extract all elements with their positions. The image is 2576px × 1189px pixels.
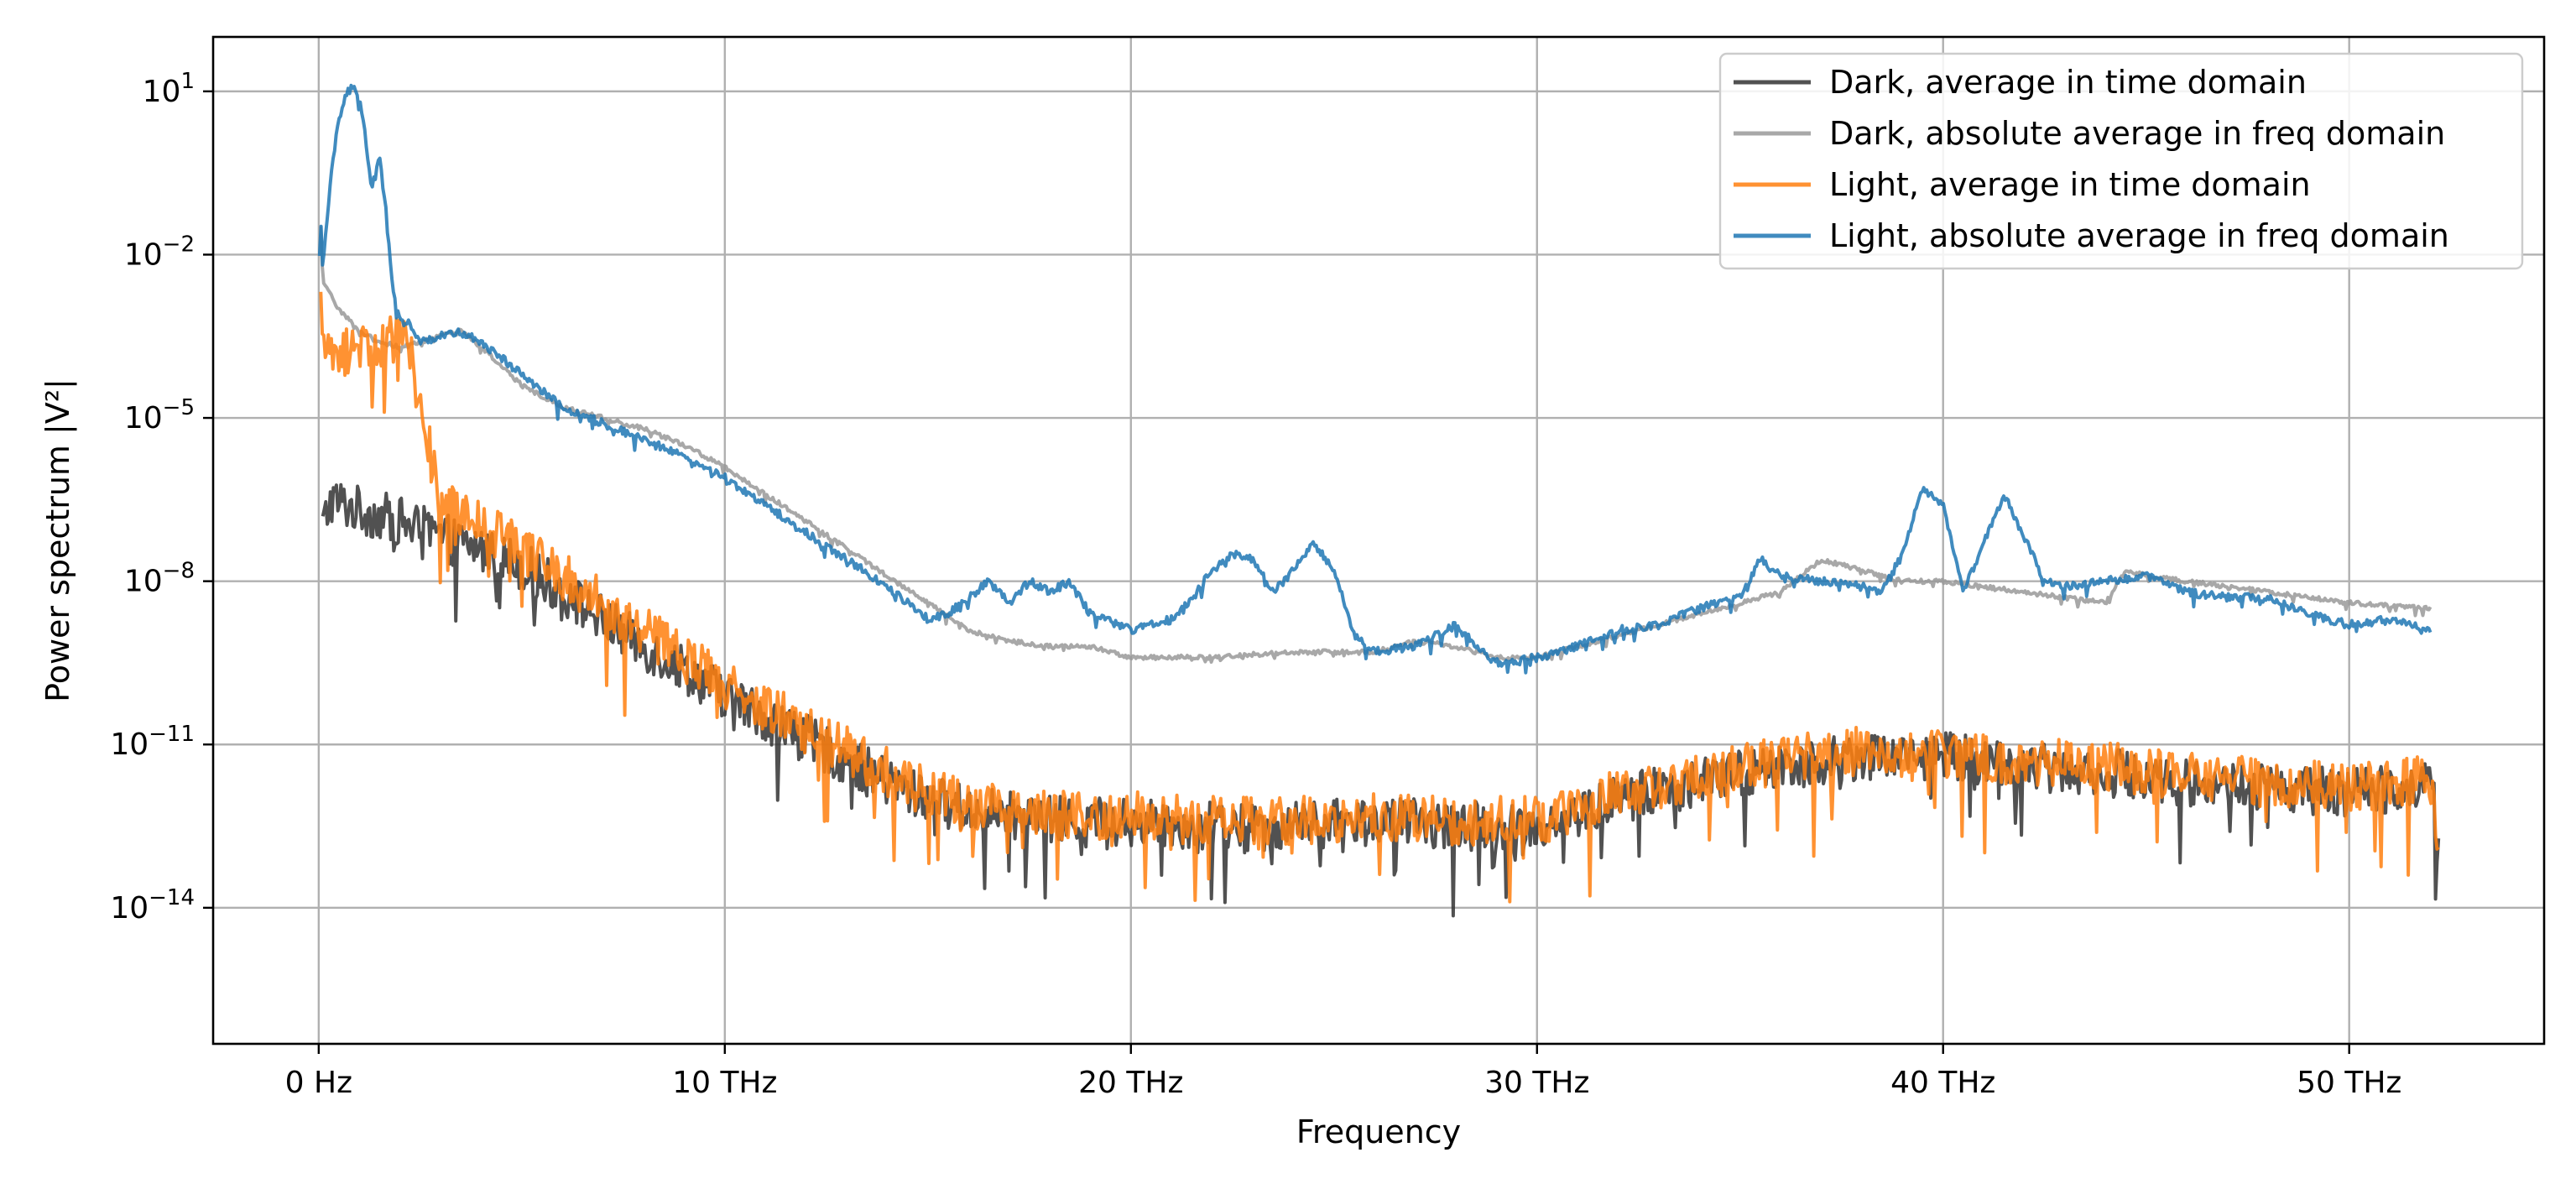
y-tick-base: 10 xyxy=(124,401,163,435)
series-line xyxy=(317,83,2433,675)
x-axis-label: Frequency xyxy=(1296,1113,1461,1150)
y-tick-base: 10 xyxy=(110,891,149,926)
legend-label: Dark, absolute average in freq domain xyxy=(1829,115,2445,152)
x-tick-label: 50 THz xyxy=(2297,1066,2401,1100)
y-tick-exponent: −8 xyxy=(163,559,195,584)
y-tick-label: 101 xyxy=(143,69,195,109)
y-tick-exponent: −2 xyxy=(163,232,195,257)
y-tick-base: 10 xyxy=(110,727,149,762)
x-tick-label: 30 THz xyxy=(1484,1066,1589,1100)
x-tick-label: 20 THz xyxy=(1078,1066,1183,1100)
y-axis-label: Power spectrum |V²| xyxy=(39,378,77,702)
tick-layer: 0 Hz 10 THz 20 THz 30 THz 40 THz 50 THz10110−… xyxy=(110,69,2401,1100)
y-tick-label: 10−2 xyxy=(124,232,195,272)
legend-label: Light, absolute average in freq domain xyxy=(1829,217,2449,254)
x-tick-label: 40 THz xyxy=(1890,1066,1995,1100)
legend: Dark, average in time domain Dark, absolu… xyxy=(1718,52,2524,270)
x-tick-label: 10 THz xyxy=(672,1066,777,1100)
y-tick-exponent: 1 xyxy=(180,69,195,94)
y-tick-label: 10−5 xyxy=(124,395,195,435)
legend-label: Dark, average in time domain xyxy=(1829,64,2307,101)
legend-box xyxy=(1718,52,2524,270)
y-tick-label: 10−11 xyxy=(110,722,195,762)
plot-frame xyxy=(211,35,2546,1046)
y-tick-base: 10 xyxy=(124,237,163,272)
legend-label: Light, average in time domain xyxy=(1829,166,2311,203)
series-line xyxy=(319,291,2440,904)
y-tick-label: 10−14 xyxy=(110,885,195,926)
y-tick-exponent: −14 xyxy=(149,885,195,910)
y-tick-exponent: −11 xyxy=(149,722,195,747)
series-layer xyxy=(317,83,2441,918)
y-tick-base: 10 xyxy=(124,565,163,599)
y-tick-base: 10 xyxy=(143,75,181,109)
y-tick-exponent: −5 xyxy=(163,395,195,420)
x-tick-label: 0 Hz xyxy=(285,1066,352,1100)
y-tick-label: 10−8 xyxy=(124,559,195,599)
